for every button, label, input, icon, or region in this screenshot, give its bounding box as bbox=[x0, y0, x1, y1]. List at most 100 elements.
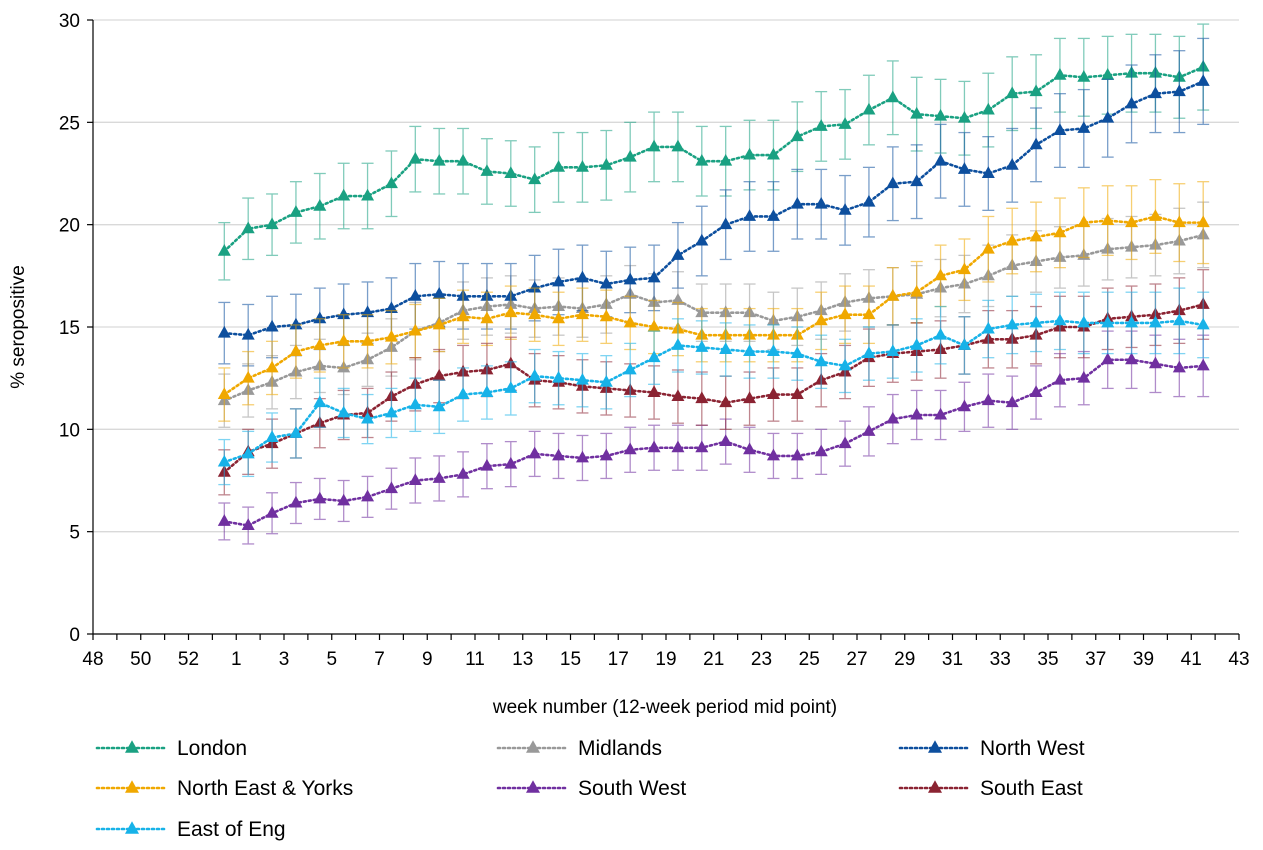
data-point bbox=[313, 491, 327, 504]
data-point bbox=[671, 389, 685, 402]
data-point bbox=[313, 311, 327, 324]
data-point bbox=[743, 209, 757, 221]
y-tick-label: 20 bbox=[59, 216, 80, 237]
data-point bbox=[480, 458, 494, 471]
data-point bbox=[361, 489, 375, 502]
data-point bbox=[862, 307, 876, 320]
data-point bbox=[241, 446, 255, 459]
data-point bbox=[575, 160, 589, 172]
series-south-west bbox=[217, 330, 1210, 545]
data-point bbox=[695, 233, 709, 246]
data-point bbox=[528, 368, 542, 381]
data-point bbox=[217, 387, 231, 399]
data-point bbox=[957, 399, 971, 412]
data-point bbox=[384, 481, 398, 494]
legend-label: Midlands bbox=[578, 737, 662, 760]
data-point bbox=[408, 151, 422, 164]
data-point bbox=[575, 270, 589, 283]
data-point bbox=[695, 391, 709, 404]
data-point bbox=[719, 342, 733, 354]
data-point bbox=[910, 284, 924, 297]
data-point bbox=[456, 153, 470, 166]
legend-marker bbox=[125, 780, 139, 793]
x-tick-label: 17 bbox=[608, 649, 629, 670]
series-east-of-eng bbox=[217, 287, 1210, 486]
data-point bbox=[934, 268, 948, 281]
data-point bbox=[552, 370, 566, 383]
data-point bbox=[790, 448, 804, 461]
data-point bbox=[1005, 395, 1019, 408]
data-point bbox=[623, 149, 637, 162]
data-point bbox=[1077, 70, 1091, 82]
data-point bbox=[384, 405, 398, 418]
data-point bbox=[814, 354, 828, 367]
x-tick-label: 37 bbox=[1085, 649, 1106, 670]
data-point bbox=[838, 436, 852, 449]
data-point bbox=[623, 272, 637, 285]
data-point bbox=[289, 495, 303, 508]
data-point bbox=[1101, 110, 1115, 123]
data-point bbox=[671, 139, 685, 152]
data-point bbox=[623, 362, 637, 375]
data-point bbox=[504, 305, 518, 318]
legend-item: North West bbox=[898, 737, 1085, 760]
data-point bbox=[814, 313, 828, 326]
data-point bbox=[910, 106, 924, 119]
data-point bbox=[886, 411, 900, 424]
x-tick-label: 21 bbox=[703, 649, 724, 670]
data-point bbox=[265, 505, 279, 518]
data-point bbox=[981, 166, 995, 178]
data-point bbox=[790, 129, 804, 142]
data-point bbox=[217, 325, 231, 338]
data-point bbox=[217, 514, 231, 526]
data-point bbox=[528, 307, 542, 320]
data-point bbox=[1077, 370, 1091, 383]
data-point bbox=[981, 393, 995, 406]
legend-item: North East & Yorks bbox=[95, 777, 353, 800]
data-point bbox=[265, 360, 279, 373]
legend-marker bbox=[928, 780, 942, 793]
data-point bbox=[552, 311, 566, 324]
data-point bbox=[337, 493, 351, 506]
data-point bbox=[528, 280, 542, 293]
data-point bbox=[647, 385, 661, 397]
data-point bbox=[957, 110, 971, 123]
data-point bbox=[1125, 315, 1139, 328]
legend-label: South East bbox=[980, 777, 1083, 800]
data-point bbox=[671, 440, 685, 453]
data-point bbox=[814, 196, 828, 209]
data-point bbox=[384, 176, 398, 189]
data-point bbox=[289, 205, 303, 217]
data-point bbox=[504, 456, 518, 469]
data-point bbox=[456, 387, 470, 399]
data-point bbox=[337, 405, 351, 418]
data-point bbox=[289, 426, 303, 438]
data-point bbox=[814, 444, 828, 457]
data-point bbox=[408, 473, 422, 485]
legend-item: Midlands bbox=[496, 737, 662, 760]
x-tick-label: 35 bbox=[1037, 649, 1058, 670]
y-axis-label: % seropositive bbox=[8, 265, 29, 389]
legend-label: East of Eng bbox=[177, 818, 286, 841]
data-point bbox=[957, 162, 971, 174]
data-point bbox=[599, 375, 613, 387]
data-point bbox=[432, 317, 446, 330]
data-point bbox=[862, 194, 876, 207]
legend-label: North East & Yorks bbox=[177, 777, 353, 800]
data-point bbox=[957, 262, 971, 275]
data-point bbox=[766, 448, 780, 461]
series-line bbox=[223, 319, 1205, 464]
data-point bbox=[910, 407, 924, 420]
data-point bbox=[1172, 313, 1186, 326]
data-point bbox=[957, 338, 971, 350]
data-point bbox=[719, 434, 733, 447]
data-point bbox=[408, 397, 422, 410]
y-tick-label: 25 bbox=[59, 113, 80, 134]
data-point bbox=[814, 119, 828, 131]
data-point bbox=[1053, 313, 1067, 326]
data-point bbox=[552, 448, 566, 461]
data-point bbox=[241, 221, 255, 234]
x-tick-label: 39 bbox=[1133, 649, 1154, 670]
legend-marker bbox=[526, 740, 540, 753]
data-point bbox=[981, 241, 995, 254]
